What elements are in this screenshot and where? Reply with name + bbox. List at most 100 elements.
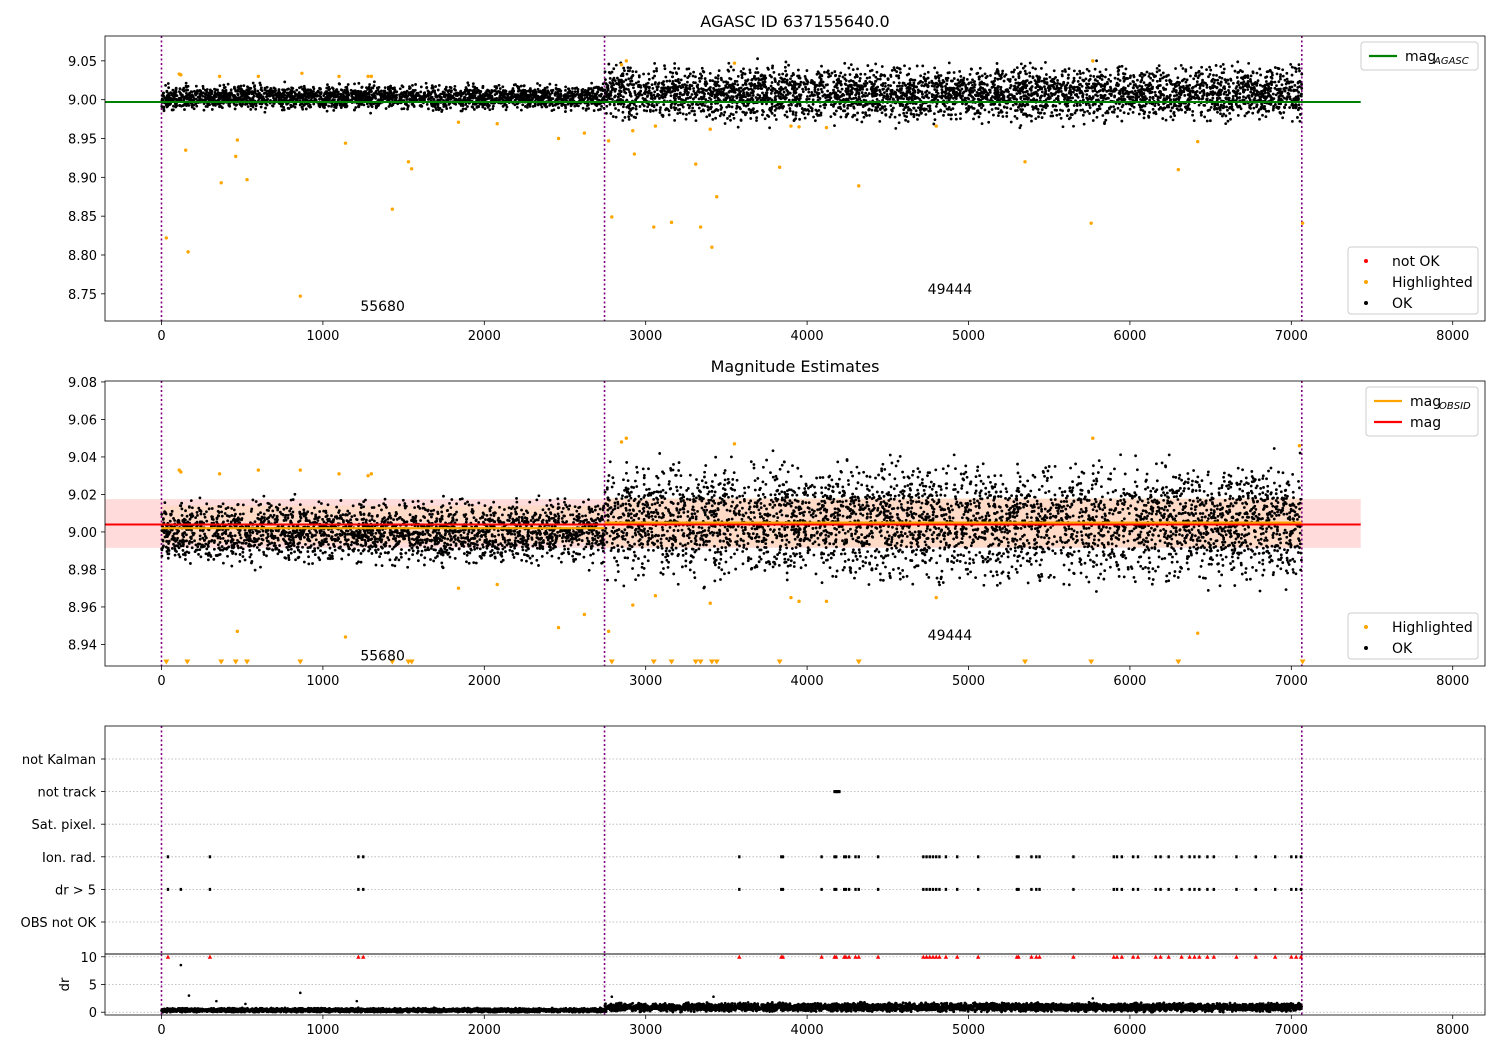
ok-point xyxy=(511,91,515,95)
ok-point xyxy=(1192,119,1196,123)
ok-point xyxy=(612,67,616,71)
ok-point xyxy=(767,115,771,118)
ok-point xyxy=(678,111,682,115)
ok-point xyxy=(351,97,354,101)
ok-point xyxy=(1001,115,1005,118)
ok-point xyxy=(751,94,755,97)
ok-point xyxy=(874,79,878,83)
ok-point xyxy=(875,98,879,101)
ok-point xyxy=(655,67,658,70)
ok-point xyxy=(942,113,945,117)
ok-point xyxy=(522,84,526,88)
ok-point xyxy=(1012,70,1015,74)
ok-point xyxy=(205,90,209,94)
ok-point xyxy=(1126,84,1130,88)
ok-point xyxy=(212,97,216,101)
ok-point xyxy=(616,95,620,99)
ok-point xyxy=(188,91,192,95)
ok-point xyxy=(1030,119,1033,123)
ok-point xyxy=(440,110,444,113)
ok-point xyxy=(791,112,795,116)
ok-point xyxy=(1066,104,1070,108)
ok-point xyxy=(1196,76,1200,80)
ok-point xyxy=(621,95,625,99)
ok-point xyxy=(932,122,936,126)
ok-point xyxy=(1113,108,1117,111)
ok-point xyxy=(954,117,958,121)
ok-point xyxy=(1112,110,1116,114)
ok-point xyxy=(973,112,977,116)
ok-point xyxy=(1249,87,1253,91)
ok-point xyxy=(232,86,236,90)
ok-point xyxy=(302,94,306,98)
ok-point xyxy=(570,102,574,106)
ok-point xyxy=(169,91,173,95)
ok-point xyxy=(1283,105,1286,109)
ok-point xyxy=(336,90,340,94)
ok-point xyxy=(709,85,712,89)
ok-point xyxy=(673,108,677,112)
ok-point xyxy=(1096,79,1099,83)
ok-point xyxy=(1056,97,1059,101)
ok-point xyxy=(286,93,290,97)
ok-point xyxy=(179,96,183,99)
ok-point xyxy=(1091,103,1095,107)
ok-point xyxy=(655,88,659,92)
ok-point xyxy=(960,87,964,91)
ok-point xyxy=(1181,85,1185,88)
ok-point xyxy=(218,104,222,108)
ok-point xyxy=(772,70,776,74)
ok-point xyxy=(862,115,866,119)
ok-point xyxy=(294,102,298,106)
ok-point xyxy=(1258,117,1261,121)
ok-point xyxy=(590,94,594,98)
ok-point xyxy=(335,103,339,106)
ok-point xyxy=(1101,114,1105,117)
ok-point xyxy=(796,68,800,72)
ok-point xyxy=(1119,109,1122,112)
ok-point xyxy=(565,94,569,98)
ok-point xyxy=(390,97,394,101)
ok-point xyxy=(349,88,353,92)
ok-point xyxy=(394,94,397,98)
ok-point xyxy=(307,91,310,95)
ok-point xyxy=(543,95,547,98)
ok-point xyxy=(1087,69,1091,73)
ok-point xyxy=(667,113,671,117)
ok-point xyxy=(798,93,801,97)
ok-point xyxy=(646,94,650,98)
ok-point xyxy=(564,85,568,89)
ok-point xyxy=(318,97,321,101)
ok-point xyxy=(671,90,674,93)
ok-point xyxy=(1194,71,1198,75)
ok-point xyxy=(917,113,921,117)
ok-point xyxy=(210,108,214,111)
ok-point xyxy=(1157,64,1161,68)
ok-point xyxy=(1092,111,1096,115)
ok-point xyxy=(1120,64,1124,68)
ok-point xyxy=(683,74,687,78)
ok-point xyxy=(1091,119,1095,122)
ok-point xyxy=(514,83,517,86)
ok-point xyxy=(557,106,560,110)
ok-point xyxy=(1037,85,1040,88)
ok-point xyxy=(1236,81,1239,85)
ok-point xyxy=(498,97,502,101)
ok-point xyxy=(972,117,975,121)
ok-point xyxy=(352,108,356,112)
ok-point xyxy=(439,92,443,96)
ok-point xyxy=(897,121,901,125)
ok-point xyxy=(543,88,547,92)
ok-point xyxy=(627,77,631,81)
ok-point xyxy=(379,94,383,98)
ok-point xyxy=(858,77,862,80)
ok-point xyxy=(414,97,418,101)
ok-point xyxy=(1271,92,1275,96)
ok-point xyxy=(1155,85,1159,89)
ok-point xyxy=(233,94,237,98)
ok-point xyxy=(366,105,370,109)
ok-point xyxy=(673,118,677,122)
ok-point xyxy=(279,104,283,108)
ok-point xyxy=(958,70,962,73)
ok-point xyxy=(686,93,689,97)
